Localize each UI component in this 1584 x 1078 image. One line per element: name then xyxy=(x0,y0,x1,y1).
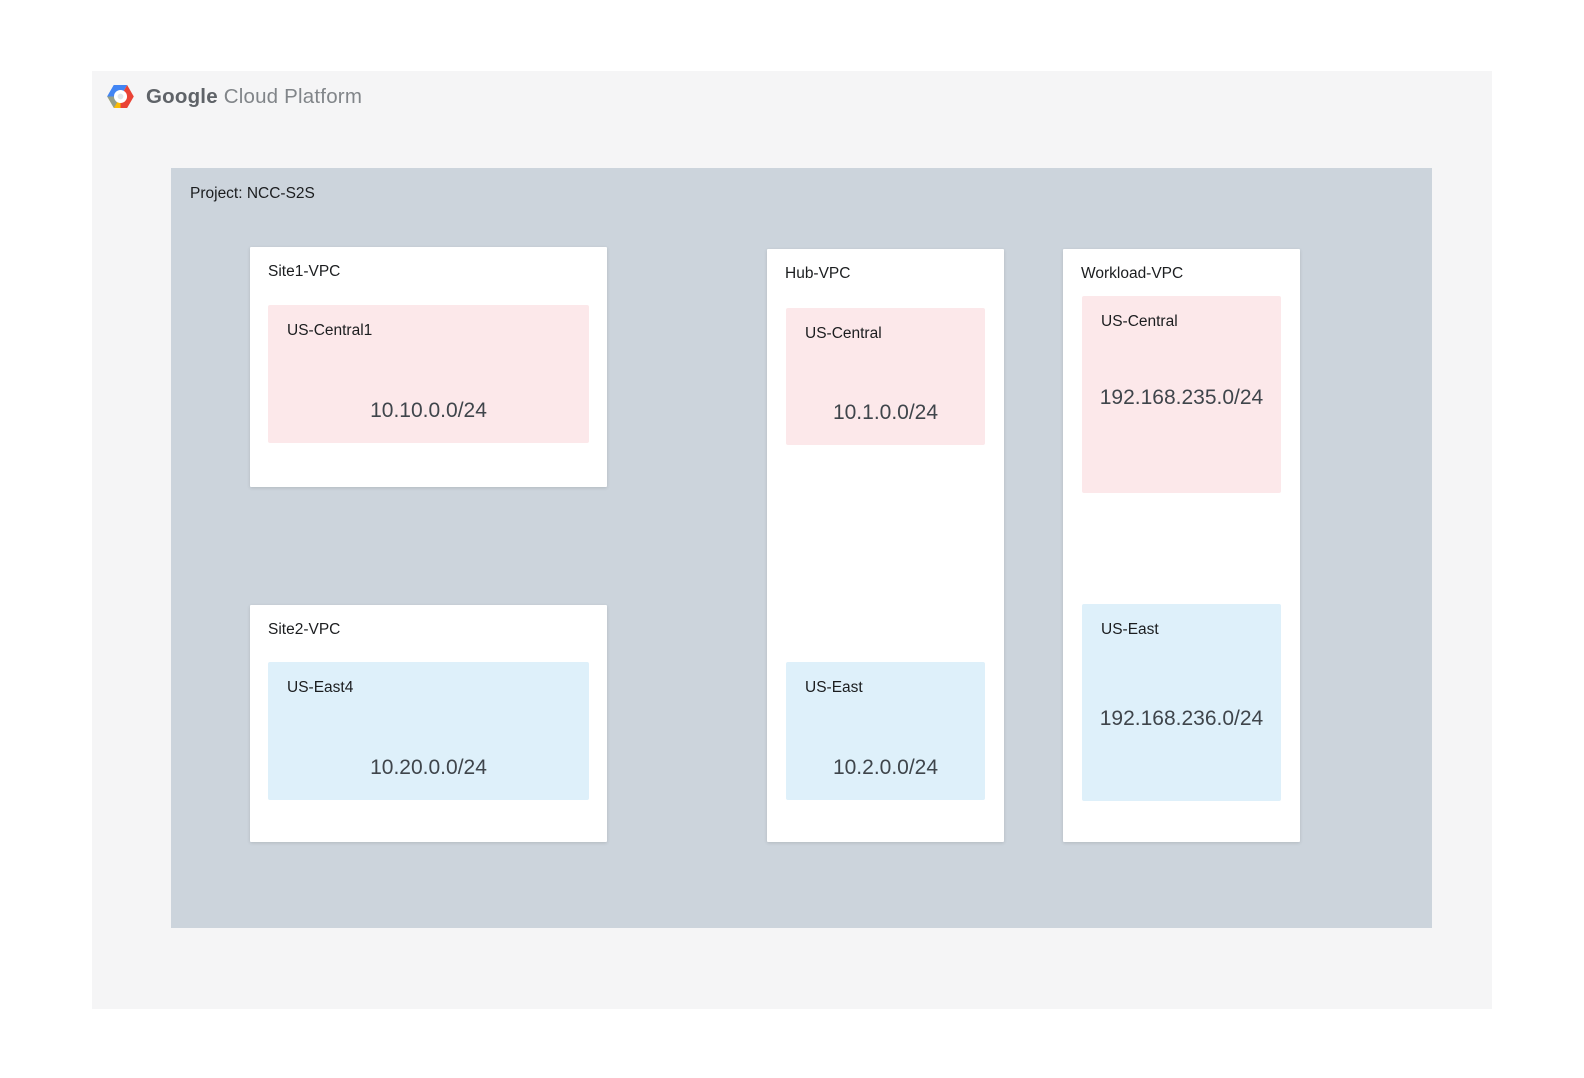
vpc-title: Workload-VPC xyxy=(1081,265,1184,282)
subnet-site2-us-east4: US-East4 10.20.0.0/24 xyxy=(268,662,589,800)
vpc-card-site1: Site1-VPC US-Central1 10.10.0.0/24 xyxy=(250,247,607,487)
subnet-cidr: 10.2.0.0/24 xyxy=(832,756,939,779)
subnet-workload-us-east: US-East 192.168.236.0/24 xyxy=(1082,604,1281,801)
subnet-region-label: US-East xyxy=(805,679,863,696)
gcp-logo-google: Google xyxy=(146,84,218,108)
subnet-site1-us-central1: US-Central1 10.10.0.0/24 xyxy=(268,305,589,443)
gcp-logo-cloud-platform: Cloud Platform xyxy=(223,84,363,108)
gcp-logo: Google Cloud Platform xyxy=(106,83,362,110)
gcp-logo-text: Google Cloud Platform xyxy=(146,85,362,109)
gcp-hexagon-icon xyxy=(106,83,135,110)
project-label: Project: NCC-S2S xyxy=(190,185,315,202)
subnet-region-label: US-East4 xyxy=(287,679,354,696)
vpc-title: Hub-VPC xyxy=(785,265,851,282)
vpc-card-site2: Site2-VPC US-East4 10.20.0.0/24 xyxy=(250,605,607,842)
subnet-region-label: US-Central xyxy=(1101,313,1178,330)
subnet-region-label: US-Central xyxy=(805,325,882,342)
subnet-cidr: 10.20.0.0/24 xyxy=(370,756,487,779)
subnet-region-label: US-East xyxy=(1101,621,1159,638)
project-container: Project: NCC-S2S Site1-VPC US-Central1 1… xyxy=(171,168,1432,928)
subnet-hub-us-east: US-East 10.2.0.0/24 xyxy=(786,662,985,800)
vpc-title: Site2-VPC xyxy=(268,621,341,638)
subnet-region-label: US-Central1 xyxy=(287,322,373,339)
subnet-hub-us-central: US-Central 10.1.0.0/24 xyxy=(786,308,985,445)
subnet-cidr: 10.10.0.0/24 xyxy=(370,399,487,422)
subnet-cidr: 10.1.0.0/24 xyxy=(832,401,939,424)
subnet-workload-us-central: US-Central 192.168.235.0/24 xyxy=(1082,296,1281,493)
vpc-title: Site1-VPC xyxy=(268,263,341,280)
subnet-cidr: 192.168.235.0/24 xyxy=(1099,386,1264,409)
vpc-card-workload: Workload-VPC US-Central 192.168.235.0/24… xyxy=(1063,249,1300,842)
vpc-card-hub: Hub-VPC US-Central 10.1.0.0/24 US-East 1… xyxy=(767,249,1004,842)
subnet-cidr: 192.168.236.0/24 xyxy=(1099,707,1264,730)
